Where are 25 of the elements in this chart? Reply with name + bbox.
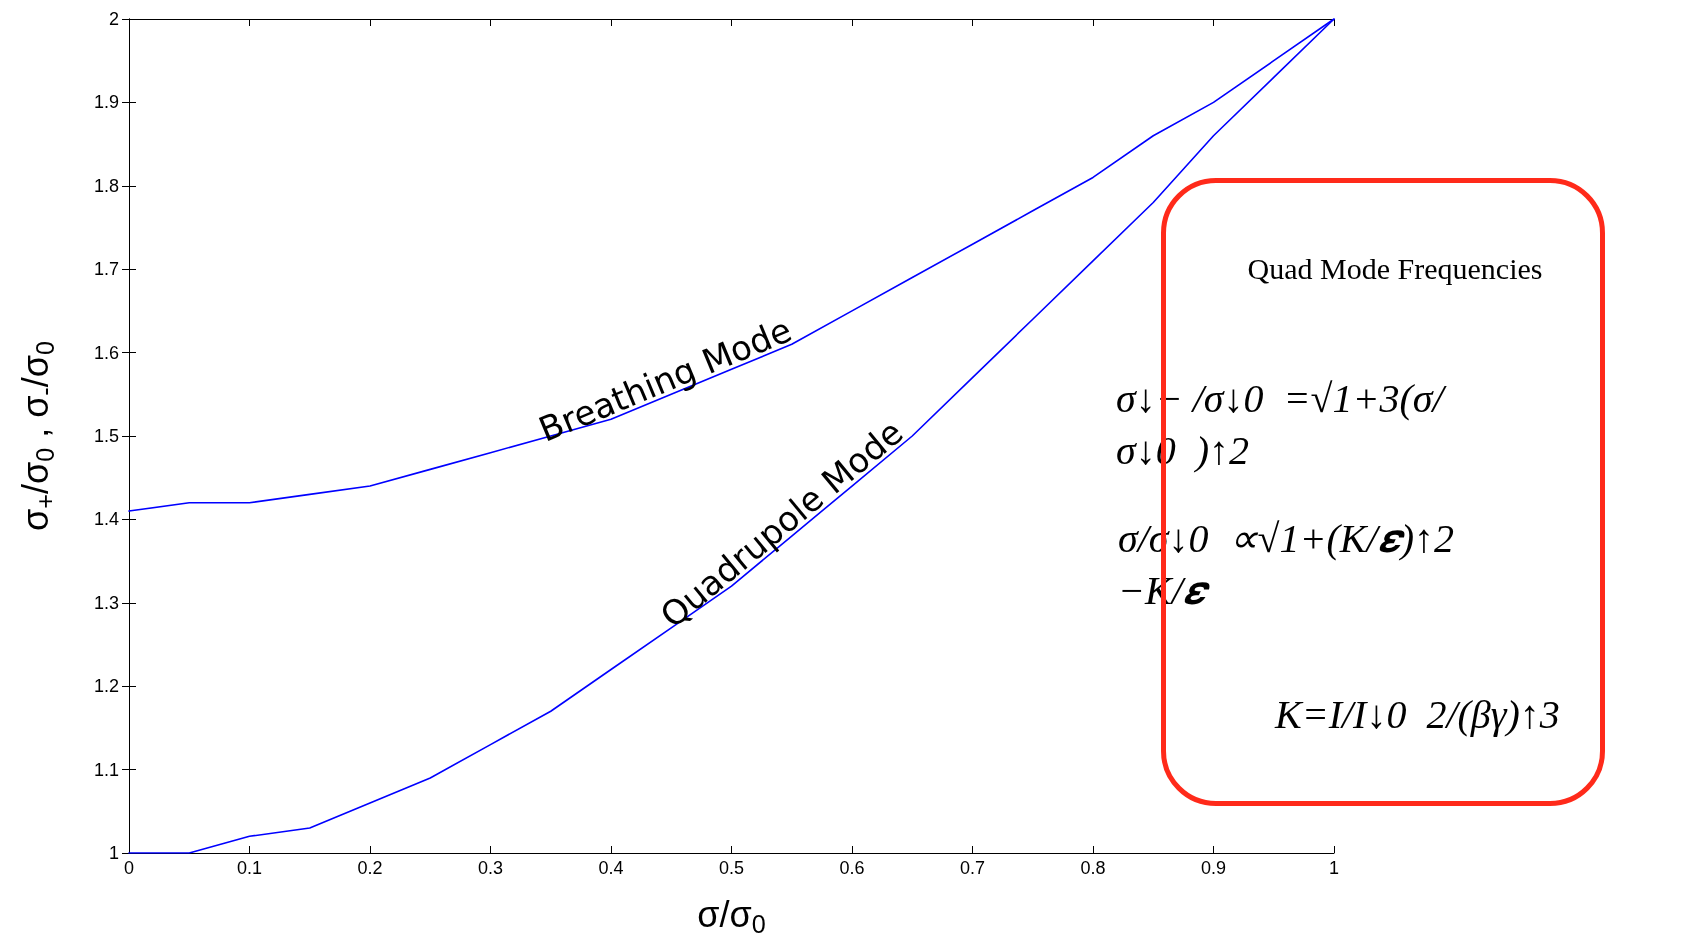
y-tick-label: 1.4 bbox=[93, 509, 119, 530]
x-tick-label: 0.1 bbox=[236, 858, 263, 878]
x-tick-label: 0.9 bbox=[1200, 858, 1227, 878]
x-tick-label: 0.6 bbox=[839, 858, 865, 878]
annotation: Quad Mode Frequencies bbox=[1247, 251, 1543, 285]
y-tick-label: 1.8 bbox=[93, 175, 119, 196]
x-tick-label: 0.3 bbox=[477, 858, 504, 878]
y-tick-label: 1.9 bbox=[93, 92, 119, 113]
x-tick-label: 0.8 bbox=[1080, 858, 1106, 878]
y-tick-label: 1.1 bbox=[93, 759, 119, 780]
x-tick-label: 0.7 bbox=[959, 858, 986, 878]
x-tick-label: 0.4 bbox=[598, 858, 624, 878]
x-tick-label: 1 bbox=[1328, 858, 1340, 878]
y-tick-label: 1.7 bbox=[93, 259, 119, 280]
y-tick-label: 1.3 bbox=[93, 592, 119, 613]
x-tick-label: 0.5 bbox=[718, 858, 745, 878]
y-tick-label: 1.5 bbox=[93, 426, 119, 446]
y-tick-label: 1.2 bbox=[93, 676, 119, 697]
y-tick-label: 1 bbox=[108, 843, 119, 863]
x-tick-label: 0.2 bbox=[357, 858, 383, 878]
annotation: K=I/I↓0 2/(βγ)↑3 bbox=[1274, 691, 1560, 737]
y-tick-label: 2 bbox=[108, 9, 119, 29]
x-tick-label: 0 bbox=[123, 858, 135, 878]
y-tick-label: 1.6 bbox=[93, 342, 119, 363]
y-axis-title: σ+/σ0 , σ-/σ0 bbox=[15, 341, 59, 531]
